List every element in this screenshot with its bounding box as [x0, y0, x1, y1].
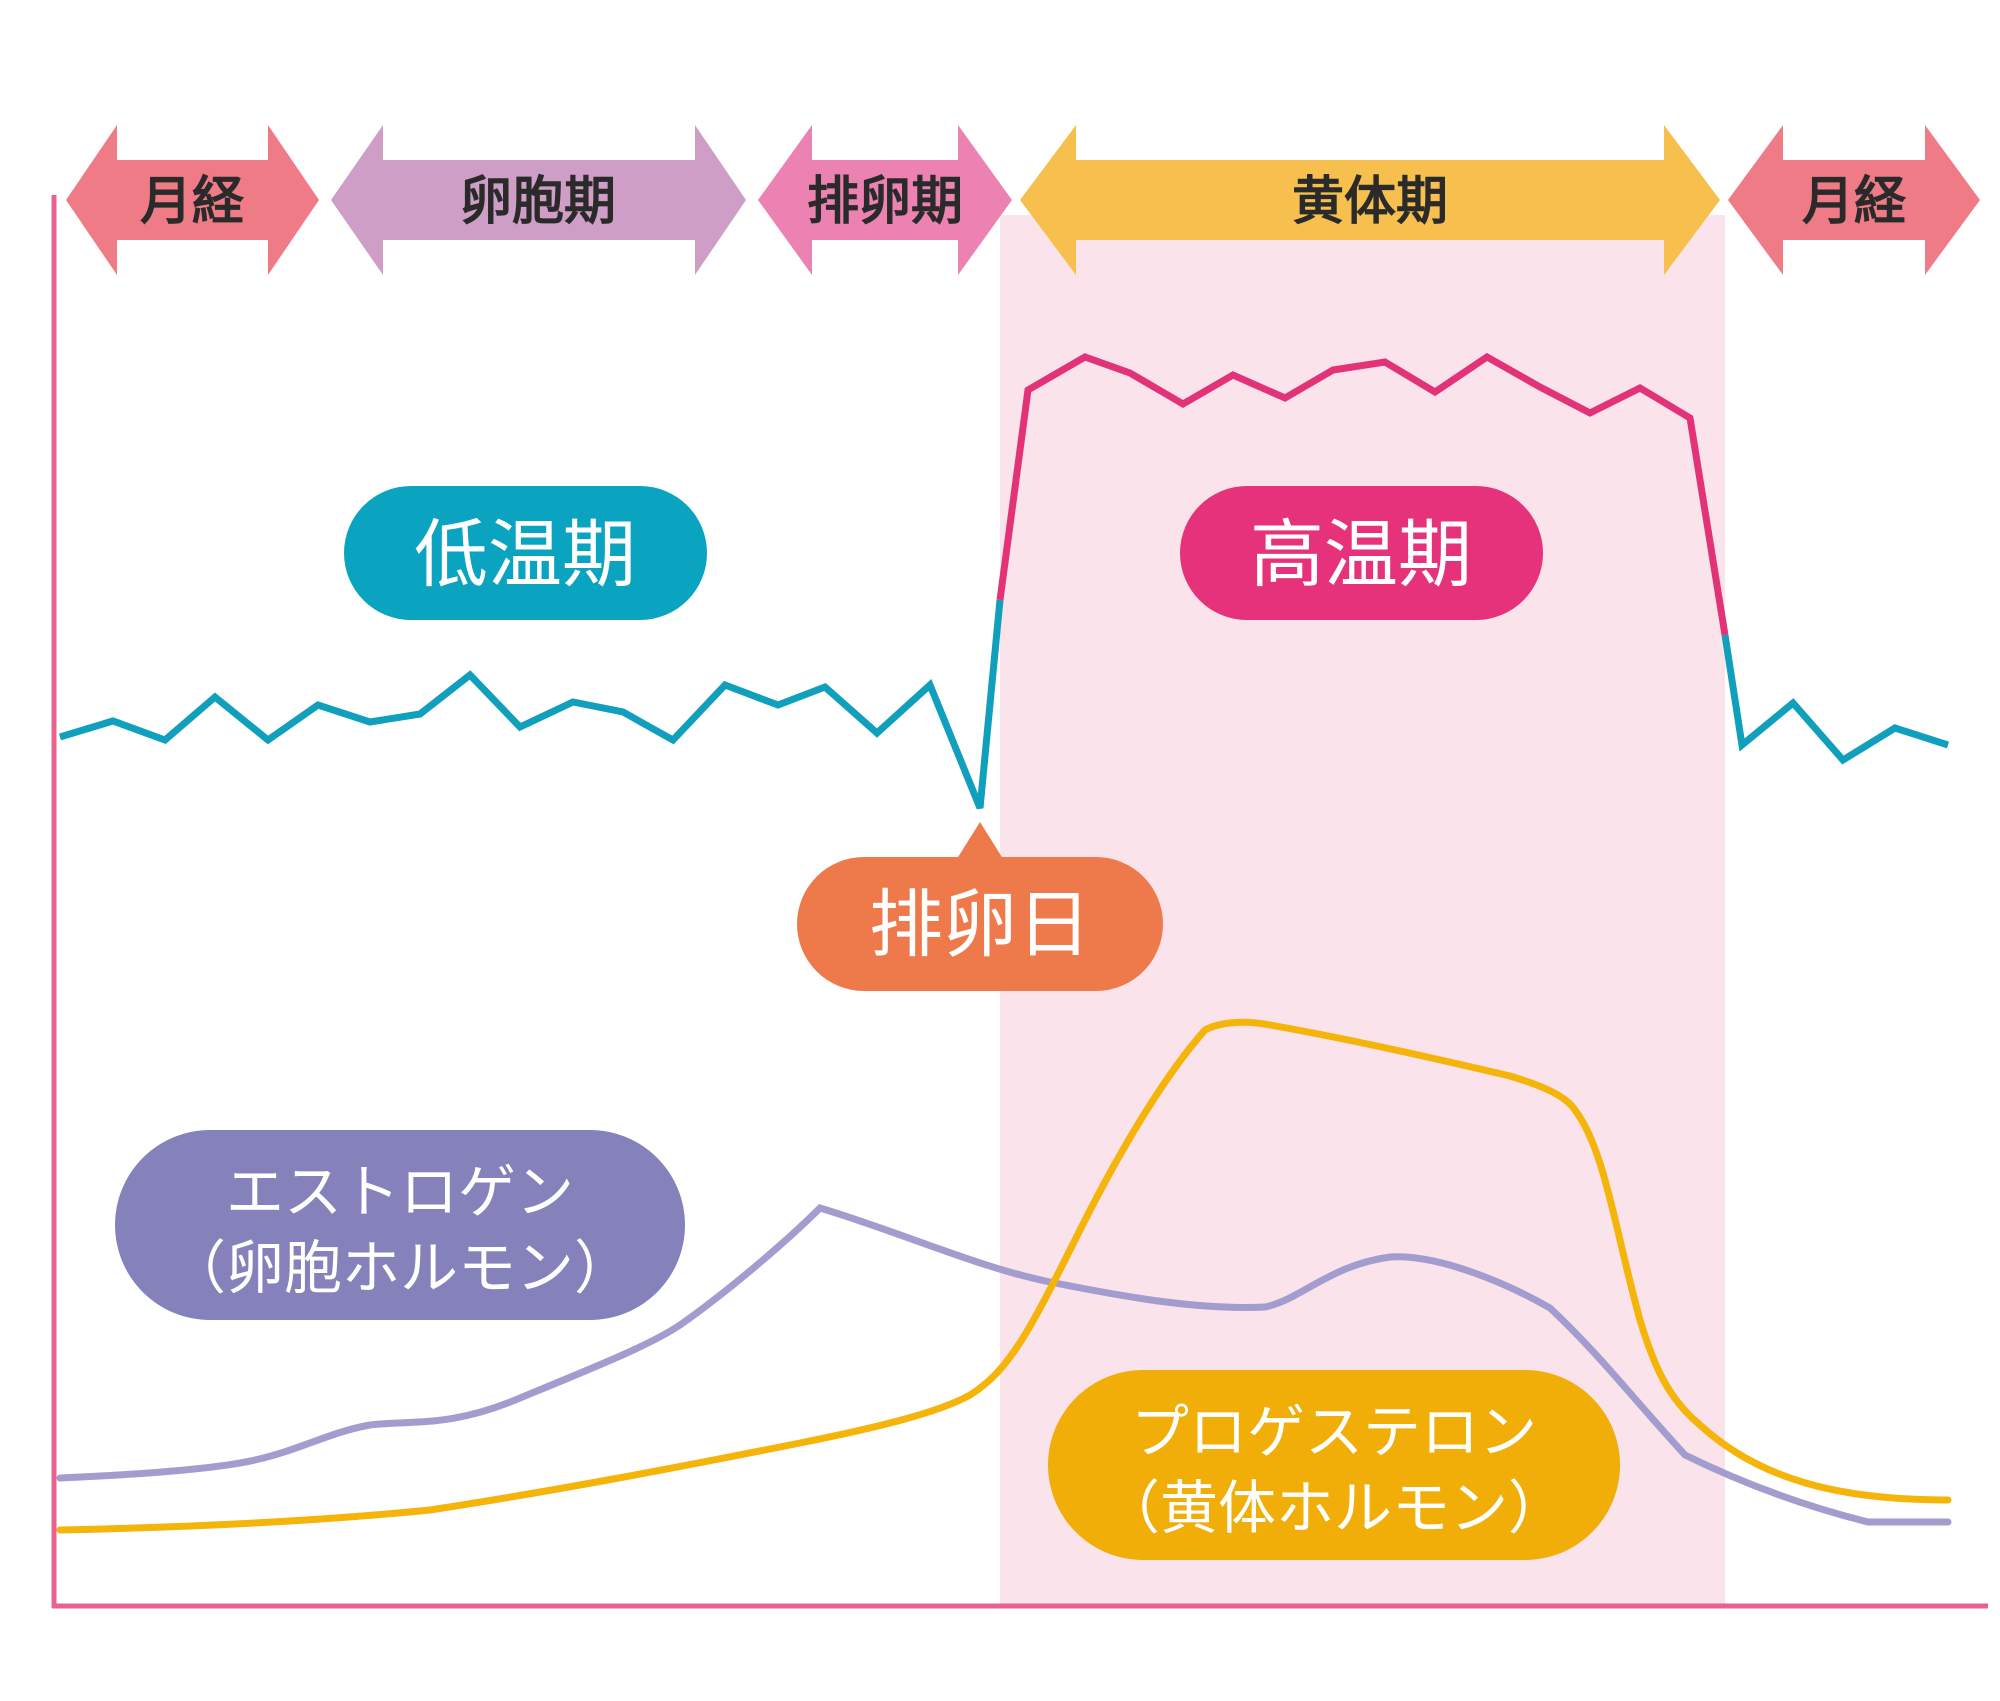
- phase-label-menstruation-1: 月経: [140, 172, 245, 232]
- phase-label-luteal: 黄体期: [1292, 172, 1448, 232]
- estrogen-line: [56, 1204, 1952, 1526]
- ovulation-day-callout: 排卵日: [797, 822, 1163, 991]
- temperature-line-high: [996, 352, 1729, 636]
- high-temperature-label: 高温期: [1250, 512, 1472, 598]
- temperature-line-low-1: [58, 599, 1004, 810]
- estrogen-label-line2: （卵胞ホルモン）: [168, 1234, 632, 1302]
- progesterone-badge: プロゲステロン （黄体ホルモン）: [1048, 1370, 1620, 1560]
- phase-label-menstruation-2: 月経: [1802, 172, 1907, 232]
- estrogen-label-line1: エストロゲン: [226, 1158, 574, 1226]
- temperature-line-low-2: [1721, 634, 1950, 765]
- phase-arrow-menstruation-2: 月経: [1728, 125, 1980, 275]
- high-temperature-badge: 高温期: [1180, 486, 1543, 620]
- phase-label-follicular: 卵胞期: [460, 172, 616, 232]
- progesterone-line: [56, 1018, 1952, 1534]
- phase-label-ovulatory: 排卵期: [807, 172, 963, 232]
- progesterone-label-line2: （黄体ホルモン）: [1102, 1474, 1566, 1542]
- phase-arrow-luteal: 黄体期: [1020, 125, 1720, 275]
- low-temperature-badge: 低温期: [344, 486, 707, 620]
- progesterone-label-line1: プロゲステロン: [1131, 1398, 1537, 1466]
- phase-arrow-ovulatory: 排卵期: [758, 125, 1012, 275]
- ovulation-day-label: 排卵日: [869, 882, 1091, 968]
- low-temperature-label: 低温期: [414, 512, 636, 598]
- phase-arrow-follicular: 卵胞期: [331, 125, 746, 275]
- estrogen-badge: エストロゲン （卵胞ホルモン）: [115, 1130, 685, 1320]
- phase-arrow-menstruation-1: 月経: [66, 125, 319, 275]
